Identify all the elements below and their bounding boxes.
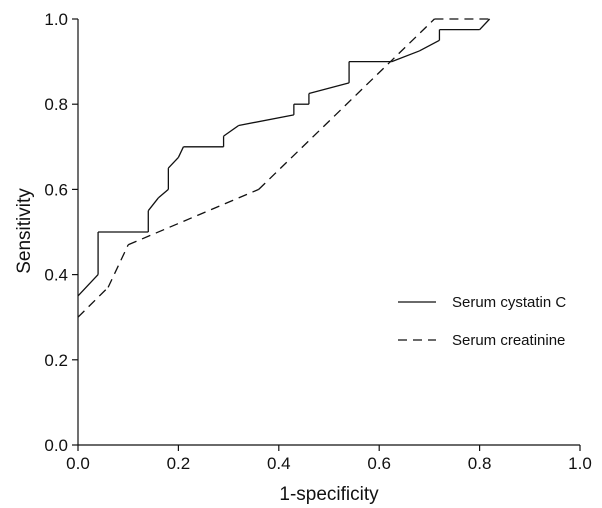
series-serum-cystatin-c-segment bbox=[167, 157, 179, 169]
y-tick-label: 1.0 bbox=[44, 10, 68, 29]
series-serum-cystatin-c-segment bbox=[223, 124, 240, 137]
legend-label-cystatin: Serum cystatin C bbox=[452, 294, 566, 311]
legend: Serum cystatin C Serum creatinine bbox=[398, 294, 566, 349]
series-serum-cystatin-c-segment bbox=[177, 146, 185, 158]
x-tick-label: 0.0 bbox=[66, 454, 90, 473]
legend-label-creatinine: Serum creatinine bbox=[452, 332, 565, 349]
y-tick-label: 0.0 bbox=[44, 436, 68, 455]
series-serum-creatinine-segment bbox=[258, 18, 435, 190]
x-tick-label: 0.2 bbox=[167, 454, 191, 473]
x-tick-label: 0.4 bbox=[267, 454, 291, 473]
y-tick-label: 0.8 bbox=[44, 95, 68, 114]
series-serum-cystatin-c-segment bbox=[308, 82, 350, 95]
x-tick-label: 1.0 bbox=[568, 454, 592, 473]
x-tick-label: 0.8 bbox=[468, 454, 492, 473]
y-tick-label: 0.4 bbox=[44, 266, 68, 285]
series-serum-cystatin-c-segment bbox=[391, 50, 420, 63]
series-serum-cystatin-c bbox=[77, 18, 491, 297]
series-serum-cystatin-c-segment bbox=[147, 197, 159, 212]
x-tick-label: 0.6 bbox=[367, 454, 391, 473]
series-serum-cystatin-c-segment bbox=[77, 274, 99, 297]
axes bbox=[77, 19, 580, 446]
y-tick-label: 0.2 bbox=[44, 351, 68, 370]
series-group bbox=[77, 18, 491, 318]
series-serum-creatinine-segment bbox=[107, 244, 129, 288]
series-serum-creatinine-segment bbox=[77, 286, 109, 318]
series-serum-creatinine bbox=[77, 18, 490, 318]
y-axis-title: Sensitivity bbox=[14, 188, 35, 274]
series-serum-cystatin-c-segment bbox=[479, 18, 491, 31]
series-serum-cystatin-c-segment bbox=[157, 188, 169, 199]
series-serum-cystatin-c-segment bbox=[419, 39, 440, 52]
x-axis-ticks: 0.0 0.2 0.4 0.6 0.8 1.0 bbox=[66, 445, 592, 473]
series-serum-cystatin-c-segment bbox=[238, 114, 294, 127]
y-axis-ticks: 0.0 0.2 0.4 0.6 0.8 1.0 bbox=[44, 10, 78, 455]
y-tick-label: 0.6 bbox=[44, 180, 68, 199]
series-serum-creatinine-segment bbox=[127, 188, 259, 246]
x-axis-title: 1-specificity bbox=[279, 484, 379, 505]
